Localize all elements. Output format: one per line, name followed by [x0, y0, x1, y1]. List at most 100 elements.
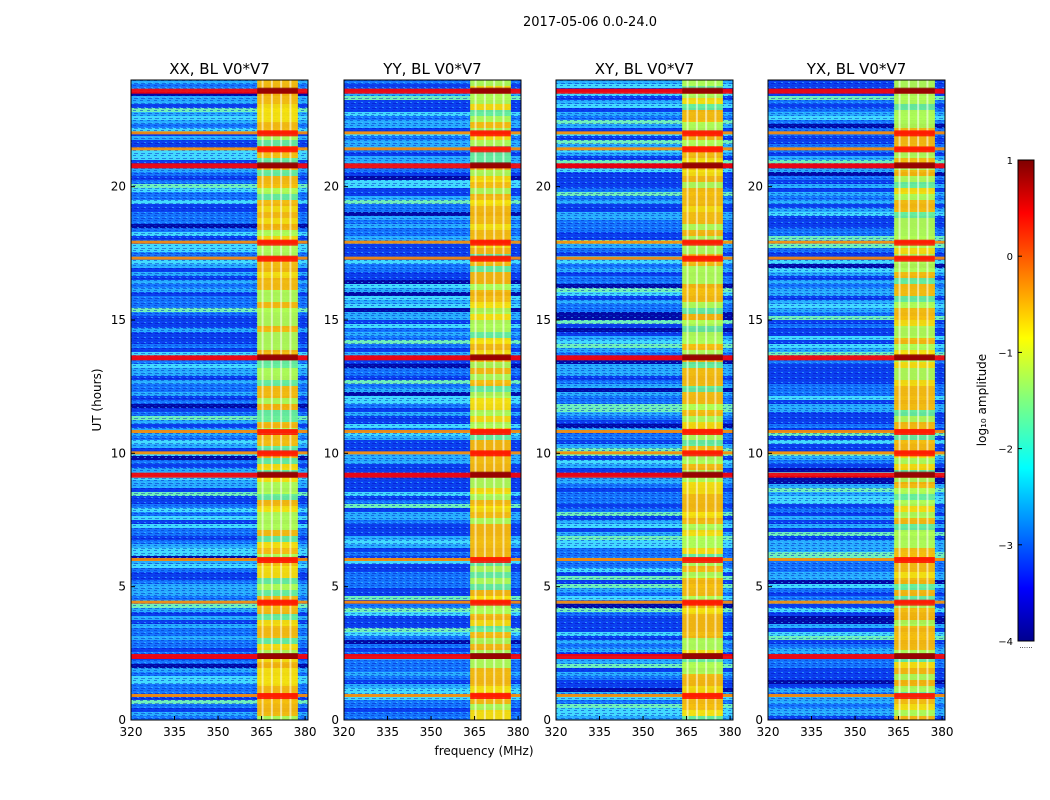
heatmap-band-row — [682, 446, 723, 452]
heatmap-band-row — [470, 614, 511, 620]
heatmap-band-row — [470, 260, 511, 266]
x-tick-label: 350 — [844, 725, 867, 739]
heatmap-band-row — [257, 278, 298, 284]
heatmap-band-row — [682, 284, 723, 290]
heatmap-band-row — [894, 578, 935, 584]
y-tick-label: 15 — [536, 313, 551, 327]
heatmap-band-row — [257, 626, 298, 632]
heatmap-band-row — [257, 308, 298, 314]
heatmap-band-row — [470, 698, 511, 704]
heatmap-band-row — [894, 320, 935, 326]
heatmap-band-row — [682, 116, 723, 122]
heatmap-rfi-row — [556, 558, 733, 561]
heatmap-rfi-row — [131, 654, 308, 659]
heatmap-band-row — [894, 368, 935, 374]
heatmap-band-row — [682, 362, 723, 368]
heatmap-band-row — [257, 698, 298, 704]
y-tick-label: 5 — [118, 580, 126, 594]
heatmap-rfi-row — [344, 147, 521, 151]
heatmap-rfi-row — [344, 256, 521, 260]
heatmap-band-row — [682, 230, 723, 236]
heatmap-channel-stripe — [483, 80, 486, 720]
heatmap-band-row — [682, 368, 723, 374]
heatmap-band-row — [894, 332, 935, 338]
heatmap-band-row — [894, 416, 935, 422]
heatmap-channel-stripe — [493, 80, 496, 720]
heatmap-rfi-row — [556, 451, 733, 455]
panel-title: XX, BL V0*V7 — [169, 60, 270, 78]
heatmap-band-rfi — [682, 450, 723, 457]
heatmap-band-row — [682, 326, 723, 332]
heatmap-band-row — [682, 542, 723, 548]
heatmap-band-row — [470, 218, 511, 224]
heatmap-band-rfi — [470, 255, 511, 262]
heatmap-band-row — [257, 434, 298, 440]
heatmap-band-row — [894, 296, 935, 302]
heatmap-rfi-row — [131, 163, 308, 169]
heatmap-band-row — [894, 104, 935, 110]
heatmap-band-rfi — [894, 146, 935, 153]
heatmap-panel: YX, BL V0*V7 320 335 350 365 380 0 5 10 15 20 — [748, 60, 954, 739]
heatmap-band-row — [257, 392, 298, 398]
heatmap-rfi-row — [556, 472, 733, 478]
heatmap-band-row — [257, 662, 298, 668]
heatmap-band-row — [894, 206, 935, 212]
heatmap-channel-stripe — [474, 80, 477, 720]
heatmap-rfi-row — [131, 600, 308, 604]
heatmap-band-row — [894, 524, 935, 530]
y-tick-label: 10 — [748, 446, 763, 460]
heatmap-band-row — [682, 158, 723, 164]
heatmap-band-row — [257, 446, 298, 452]
x-tick-label: 320 — [545, 725, 568, 739]
heatmap-band-row — [682, 710, 723, 716]
heatmap-band-rfi — [257, 146, 298, 153]
heatmap-band-row — [470, 590, 511, 596]
heatmap-band-row — [894, 464, 935, 470]
heatmap-band-rfi — [682, 429, 723, 435]
heatmap-channel-stripe — [289, 80, 292, 720]
heatmap-rfi-row — [344, 355, 521, 361]
heatmap-band-row — [894, 290, 935, 296]
heatmap-band-row — [682, 194, 723, 200]
x-tick-label: 380 — [719, 725, 742, 739]
heatmap-band-row — [257, 686, 298, 692]
heatmap-band-row — [470, 434, 511, 440]
heatmap-band-rfi — [894, 130, 935, 137]
heatmap-band-row — [682, 224, 723, 230]
heatmap-band-rfi — [470, 354, 511, 361]
heatmap-rfi-row — [344, 163, 521, 169]
heatmap-rfi-row — [344, 472, 521, 478]
heatmap-band-row — [257, 482, 298, 488]
heatmap-band-row — [470, 182, 511, 188]
heatmap-band-row — [894, 704, 935, 710]
heatmap-band-rfi — [682, 693, 723, 699]
heatmap-channel-stripe — [270, 80, 273, 720]
heatmap-band-rfi — [682, 557, 723, 563]
heatmap-band-row — [682, 482, 723, 488]
x-tick-label: 380 — [294, 725, 317, 739]
heatmap-body — [556, 80, 733, 720]
heatmap-rfi-row — [556, 430, 733, 433]
heatmap-band-rfi — [257, 557, 298, 563]
heatmap-band-row — [682, 632, 723, 638]
y-tick-label: 10 — [111, 446, 126, 460]
heatmap-band-rfi — [470, 239, 511, 246]
heatmap-band-row — [894, 188, 935, 194]
heatmap-band-row — [470, 284, 511, 290]
heatmap-band-rfi — [682, 87, 723, 94]
heatmap-band-row — [894, 596, 935, 602]
heatmap-band-row — [470, 176, 511, 182]
heatmap-channel-stripe — [695, 80, 698, 720]
heatmap-band-row — [257, 620, 298, 626]
heatmap-band-row — [682, 380, 723, 386]
heatmap-rfi-row — [768, 654, 945, 659]
heatmap-band-row — [257, 590, 298, 596]
heatmap-band-row — [257, 206, 298, 212]
heatmap-band-row — [257, 80, 298, 86]
heatmap-band-row — [257, 704, 298, 710]
heatmap-band-row — [682, 590, 723, 596]
colorbar-tick-label: 0 — [1007, 252, 1013, 263]
heatmap-band-row — [470, 290, 511, 296]
panel-title: YY, BL V0*V7 — [382, 60, 481, 78]
heatmap-band-row — [257, 92, 298, 98]
